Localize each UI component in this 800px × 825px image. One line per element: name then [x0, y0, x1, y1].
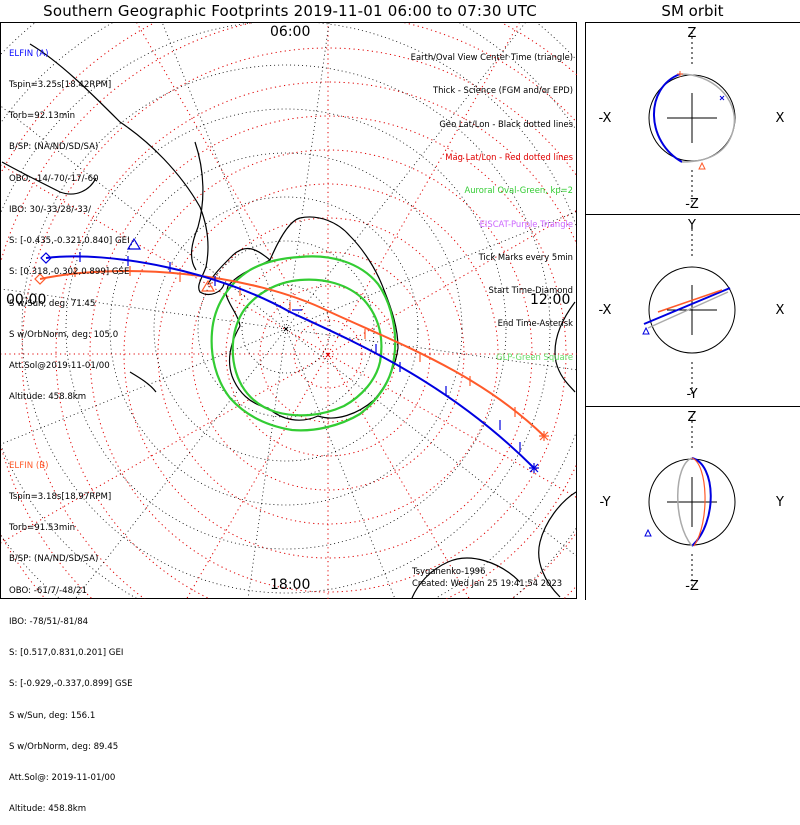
elfin-a-line: IBO: 30/-33/28/-33/: [9, 204, 92, 215]
geo-lon-line: [285, 23, 330, 330]
mag-lon-line: [1, 164, 329, 355]
sm2-top: Y: [687, 218, 696, 233]
elfin-a-track: [40, 237, 539, 473]
sm2-left: -X: [599, 303, 612, 318]
sm-panel-xy: [642, 224, 736, 396]
hour-label-left: 00:00: [6, 292, 47, 308]
chart-title: Southern Geographic Footprints 2019-11-0…: [43, 2, 537, 20]
elfin-b-line: Tspin=3.18s[18.97RPM]: [9, 492, 112, 503]
legend-item: EISCAT-Purple Triangle: [479, 218, 573, 229]
elfin-a-line: S w/OrbNorm, deg: 105.0: [9, 329, 119, 340]
mag-lon-line: [327, 23, 520, 355]
sm1-right: X: [776, 111, 785, 126]
elfin-b-header: ELFIN (B): [9, 460, 49, 471]
legend-item: GLP-Green Square: [496, 351, 573, 362]
sm1-top: Z: [688, 26, 697, 41]
mag-lon-line: [185, 353, 329, 599]
elfin-a-line: Att.Sol@2019-11-01/00: [9, 361, 110, 371]
elfin-b-line: S: [0.517,0.831,0.201] GEI: [9, 648, 124, 659]
elfin-b-line: Torb=91.53min: [9, 523, 76, 534]
legend-item: End Time-Asterisk: [497, 318, 573, 329]
legend-item: Mag Lat/Lon - Red dotted lines: [445, 152, 573, 163]
elfin-a-end-asterisk: [529, 463, 539, 473]
elfin-a-line: Altitude: 458.8km: [9, 392, 87, 403]
legend-item: Geo Lat/Lon - Black dotted lines: [439, 118, 573, 129]
legend-item: Thick - Science (FGM and/or EPD): [432, 85, 573, 96]
elfin-b-line: IBO: -78/51/-81/84: [9, 616, 89, 627]
sm3-top: Z: [688, 410, 697, 425]
hour-label-bottom: 18:00: [270, 577, 311, 593]
australia-outline: [411, 557, 521, 599]
elfin-b-line: Altitude: 458.8km: [9, 804, 87, 815]
elfin-b-line: S w/OrbNorm, deg: 89.45: [9, 741, 119, 752]
elfin-a-line: B/SP: (NA/ND/SD/SA): [9, 142, 99, 153]
sm1-left: -X: [599, 111, 612, 126]
elfin-a-line: S: [0.318,-0.302,0.899] GSE: [9, 267, 130, 278]
elfin-b-line: S w/Sun, deg: 156.1: [9, 710, 96, 721]
elfin-b-line: OBO: -61/7/-48/21: [9, 585, 87, 596]
mag-lon-line: [327, 209, 577, 355]
mag-lon-line: [327, 353, 471, 599]
sm1-bottom: -Z: [685, 197, 699, 212]
hour-label-right: 12:00: [530, 292, 571, 308]
elfin-b-info: ELFIN (B) Tspin=3.18s[18.97RPM] Torb=91.…: [9, 440, 133, 825]
oval-inner: [231, 278, 383, 417]
geo-lat-circle: [65, 108, 507, 550]
elfin-a-line: S: [-0.435,-0.321,0.840] GEI: [9, 236, 130, 247]
geo-lat-circle: [21, 64, 551, 594]
mag-lon-line: [1, 353, 329, 544]
hour-label-top: 06:00: [270, 24, 311, 40]
south-america-outline: [29, 43, 225, 296]
map-frame: [0, 22, 577, 599]
geo-lat-circle: [109, 152, 463, 506]
elfin-a-line: S w/Sun, deg: 71.45: [9, 298, 96, 309]
africa-outline: [554, 301, 576, 393]
sm3-right: Y: [775, 495, 784, 510]
peninsula-outline: [207, 247, 271, 285]
created-timestamp: Created: Wed Jan 25 19:41:54 2023: [412, 578, 563, 588]
mag-lat-circle: [191, 217, 465, 491]
sm-orbit-title: SM orbit: [661, 2, 724, 20]
sm2-bottom: -Y: [686, 387, 697, 402]
legend-item: Tick Marks every 5min: [478, 251, 573, 262]
model-credit: Tsyganenko-1996: [412, 566, 486, 576]
auroral-oval: [210, 255, 397, 432]
elfin-b-line: Att.Sol@: 2019-11-01/00: [9, 773, 116, 783]
earth-circle: [648, 266, 736, 354]
legend: Earth/Oval View Center Time (triangle) T…: [411, 30, 573, 374]
geo-lat-circle: [153, 196, 419, 462]
legend-item: Earth/Oval View Center Time (triangle): [410, 52, 573, 63]
mag-lat-circle: [259, 285, 397, 423]
elfin-b-center-triangle: [200, 279, 216, 292]
elfin-b-start-diamond: [34, 273, 46, 285]
legend-item: Start Time-Diamond: [488, 285, 573, 296]
legend-item: Auroral Oval-Green, kp=2: [464, 185, 573, 196]
elfin-b-line: B/SP: (NA/ND/SD/SA): [9, 554, 99, 565]
mag-lat-circle: [157, 183, 499, 525]
mag-lat-circle: [293, 319, 363, 389]
elfin-b-line: S: [-0.929,-0.337,0.899] GSE: [9, 679, 133, 690]
elfin-a-line: OBO: -14/-70/-17/-60: [9, 173, 99, 184]
elfin-a-start-diamond: [40, 252, 52, 264]
mag-lat-circle: [123, 149, 533, 559]
sm-panel-yz: [644, 416, 736, 588]
footprint-map: [0, 22, 577, 599]
elfin-b-track: [34, 266, 549, 441]
sm3-bottom: -Z: [685, 579, 699, 594]
sm-orbit-panels: Z -Z -X X Y -Y -X X Z -Z -Y Y: [585, 22, 800, 600]
sm3-left: -Y: [599, 495, 610, 510]
elfin-a-line: Torb=92.13min: [9, 111, 76, 122]
geo-lat-circle: [241, 284, 331, 374]
elfin-a-header: ELFIN (A): [9, 48, 49, 59]
oval-outer: [210, 255, 397, 432]
elfin-a-info: ELFIN (A) Tspin=3.25s[18.42RPM] Torb=92.…: [9, 28, 130, 413]
sm-panel-xz: [648, 32, 736, 204]
elfin-a-center-triangle: [126, 237, 142, 250]
mag-lat-circle: [89, 115, 567, 593]
mag-lon-line: [327, 353, 577, 499]
elfin-a-line: Tspin=3.25s[18.42RPM]: [9, 80, 112, 91]
sm2-right: X: [776, 303, 785, 318]
elfin-b-end-asterisk: [539, 431, 549, 441]
geo-lat-circle: [197, 240, 375, 418]
